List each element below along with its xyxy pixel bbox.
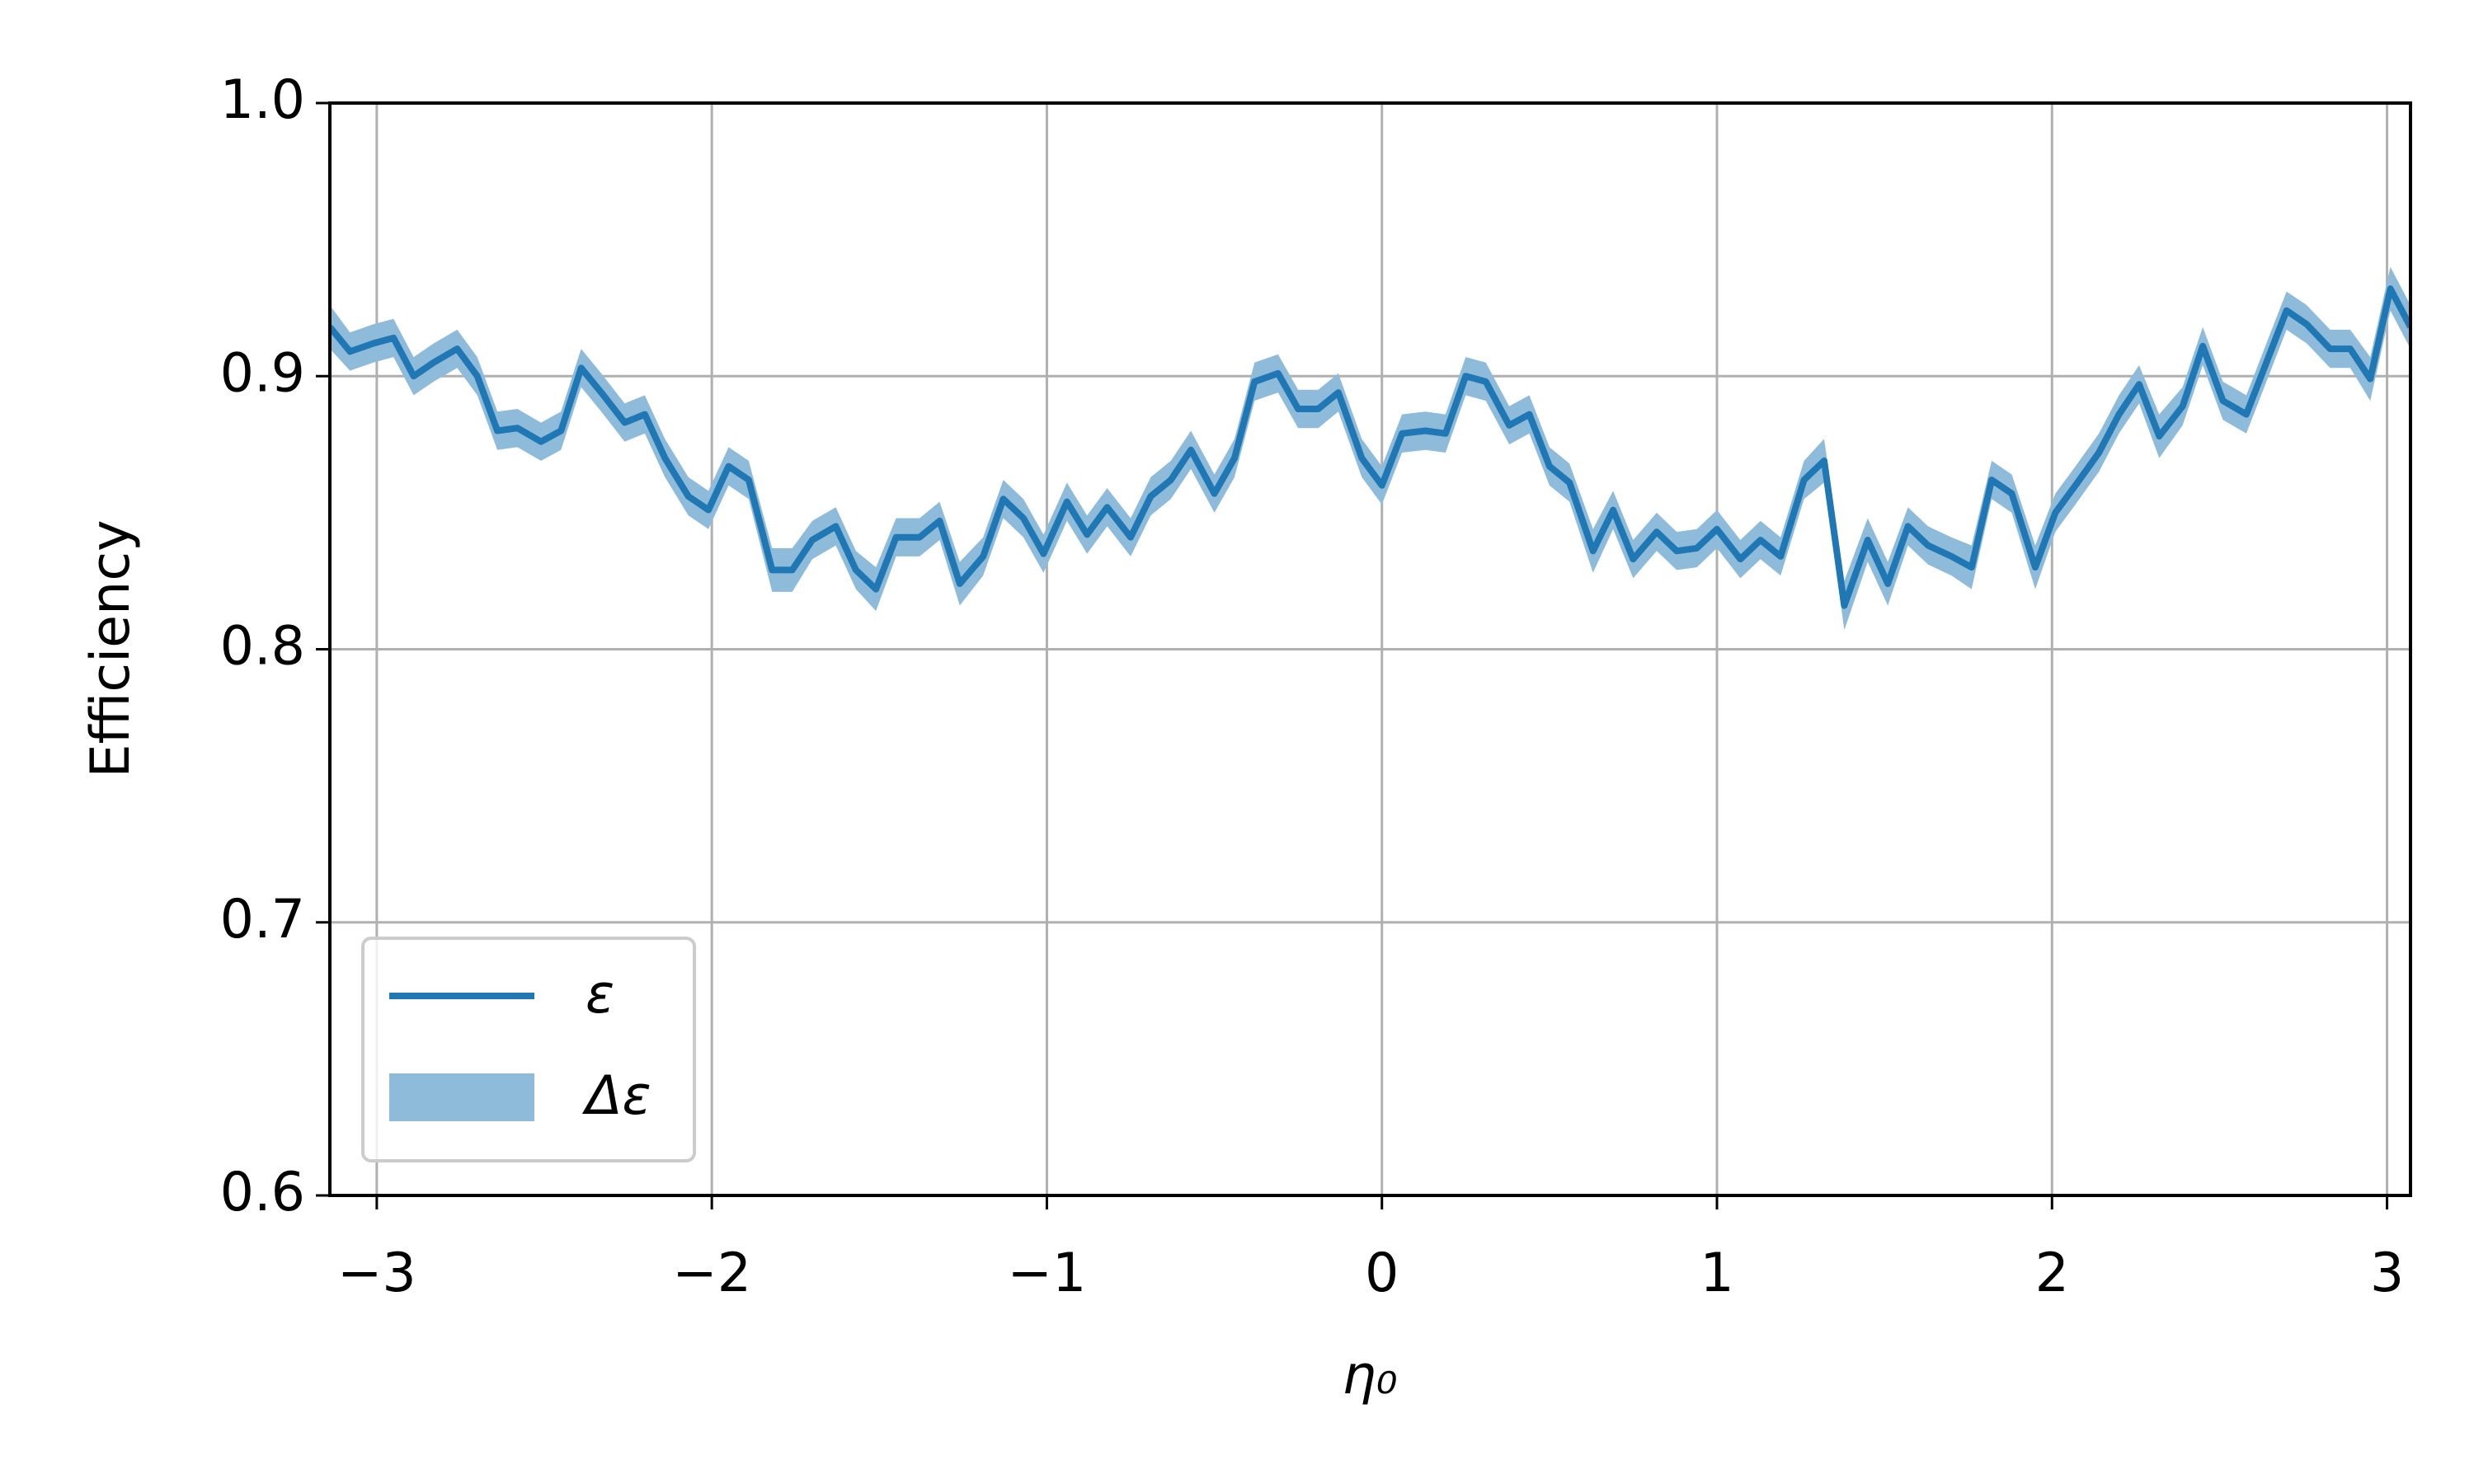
y-tick-label: 0.9	[220, 342, 305, 404]
y-tick-label: 0.8	[220, 616, 305, 678]
legend: ε Δε	[361, 937, 696, 1162]
x-tick-label: −2	[672, 1242, 751, 1304]
y-tick-label: 0.7	[220, 889, 305, 951]
y-tick-label: 1.0	[220, 69, 305, 131]
legend-label: ε	[586, 964, 614, 1026]
legend-band	[389, 1073, 534, 1121]
y-axis-label: Efficiency	[80, 519, 142, 777]
x-tick-label: −3	[337, 1242, 416, 1304]
x-tick-label: 2	[2035, 1242, 2069, 1304]
x-tick-label: 1	[1700, 1242, 1733, 1304]
x-axis-label: η₀	[1342, 1345, 1397, 1407]
legend-box	[361, 937, 696, 1162]
y-tick-label: 0.6	[220, 1162, 305, 1223]
x-tick-label: 0	[1365, 1242, 1399, 1304]
plot-area	[330, 266, 2411, 631]
legend-label: Δε	[581, 1065, 651, 1127]
x-tick-label: −1	[1008, 1242, 1087, 1304]
error-band	[330, 266, 2411, 631]
x-tick-label: 3	[2370, 1242, 2404, 1304]
line	[330, 285, 2411, 609]
ticks: −3 −2 −1 0 1 2 3 0.6 0.7 0.8 0.9 1.0	[220, 69, 2405, 1304]
